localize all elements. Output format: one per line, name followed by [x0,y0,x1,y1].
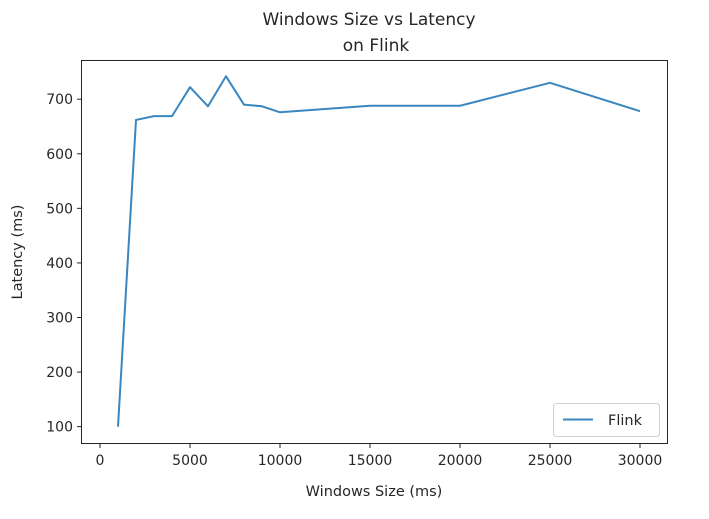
legend-box [553,403,660,437]
x-tick-label: 10000 [258,453,303,469]
y-axis-label: Latency (ms) [10,205,26,300]
plot-frame [81,60,668,444]
y-tick-label: 300 [46,310,73,326]
chart-title-line-2: on Flink [343,36,410,56]
y-tick-label: 400 [46,256,73,272]
x-axis-label: Windows Size (ms) [306,484,443,500]
x-tick-label: 5000 [172,453,208,469]
y-axis: 100 200 300 400 500 600 700 [46,92,82,436]
x-tick-label: 20000 [438,453,483,469]
series-line-flink [117,75,641,427]
y-tick-label: 600 [46,147,73,163]
chart-title-line-1: Windows Size vs Latency [262,10,475,30]
y-tick-label: 100 [46,420,73,436]
x-tick-label: 30000 [618,453,663,469]
y-tick-label: 700 [46,92,73,108]
x-axis: 0 5000 10000 15000 20000 25000 30000 [96,443,663,469]
series-layer [117,75,641,427]
x-tick-label: 0 [96,453,105,469]
x-tick-label: 25000 [528,453,573,469]
x-tick-label: 15000 [348,453,393,469]
legend: Flink [553,403,660,437]
y-tick-label: 500 [46,201,73,217]
legend-label-flink: Flink [608,413,643,429]
y-tick-label: 200 [46,365,73,381]
